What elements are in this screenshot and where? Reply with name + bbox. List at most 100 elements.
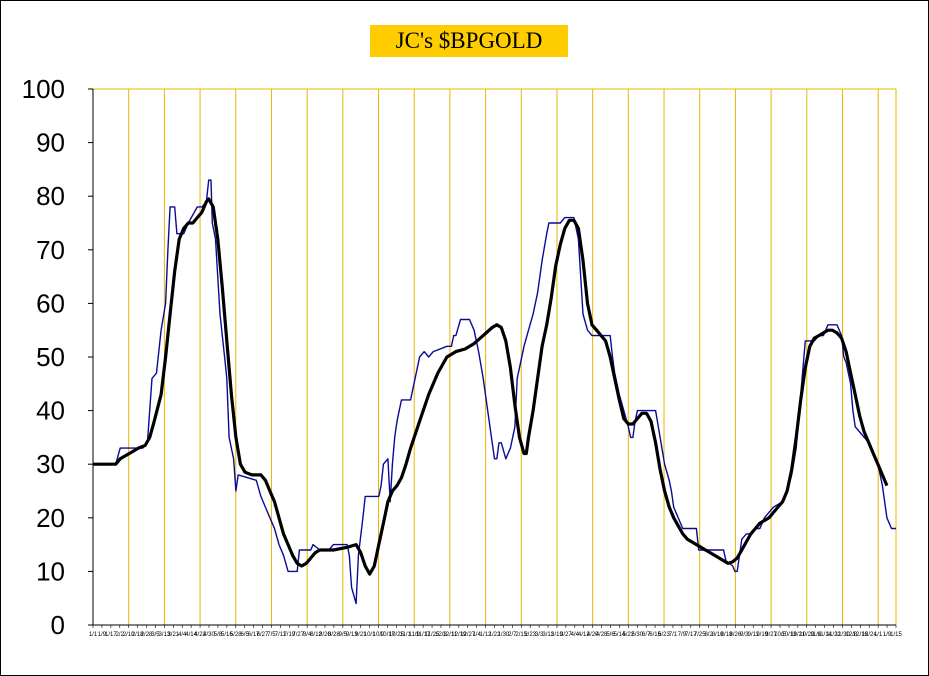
series-raw-line bbox=[93, 179, 896, 605]
x-tick-label: 10/17 bbox=[380, 632, 396, 638]
x-tick-label: 4/22 bbox=[194, 632, 206, 638]
x-tick-label: 7/5 bbox=[267, 632, 276, 638]
x-tick-label: 11/14 bbox=[817, 632, 832, 638]
x-tick-label: 5/30 bbox=[631, 632, 643, 638]
x-tick-label: 2/15 bbox=[515, 632, 527, 638]
x-tick-label: 11/22 bbox=[826, 632, 841, 638]
x-tick-label: 9/21 bbox=[355, 632, 367, 638]
x-tick-label: 11/6 bbox=[810, 632, 822, 638]
x-tick-label: 9/27 bbox=[765, 632, 777, 638]
x-tick-label: 1/22 bbox=[489, 632, 501, 638]
x-tick-label: 8/20 bbox=[319, 632, 331, 638]
x-tick-label: 12/3 bbox=[435, 632, 447, 638]
x-tick-label: 3/5 bbox=[151, 632, 160, 638]
y-tick-label: 50 bbox=[36, 342, 65, 372]
x-tick-label: 3/11 bbox=[542, 632, 554, 638]
x-tick-label: 5/8 bbox=[214, 632, 223, 638]
gridlines bbox=[92, 88, 897, 625]
x-tick-label: 10/13 bbox=[781, 632, 797, 638]
y-tick-label: 40 bbox=[36, 396, 65, 426]
x-tick-label: 2/10 bbox=[123, 632, 135, 638]
y-tick-label: 10 bbox=[36, 556, 65, 586]
x-tick-label: 2/23 bbox=[524, 632, 536, 638]
x-tick-label: 10/5 bbox=[774, 632, 786, 638]
x-tick-label: 1/1 bbox=[89, 632, 98, 638]
x-tick-label: 11/9 bbox=[409, 632, 421, 638]
x-tick-label: 3/27 bbox=[560, 632, 572, 638]
x-tick-label: 10/9 bbox=[373, 632, 385, 638]
x-tick-label: 2/2 bbox=[116, 632, 125, 638]
x-tick-label: 1/17 bbox=[105, 632, 117, 638]
x-tick-label: 8/2 bbox=[704, 632, 713, 638]
y-tick-label: 90 bbox=[36, 128, 65, 158]
x-tick-label: 2/28 bbox=[141, 632, 153, 638]
x-tick-label: 1/30 bbox=[498, 632, 510, 638]
x-tick-label: 12/11 bbox=[443, 632, 458, 638]
x-tick-label: 7/17 bbox=[685, 632, 697, 638]
y-tick-label: 30 bbox=[36, 449, 65, 479]
y-tick-label: 0 bbox=[51, 610, 65, 640]
x-tick-label: 1/9 bbox=[98, 632, 107, 638]
x-tick-label: 12/27 bbox=[460, 632, 476, 638]
x-tick-label: 6/5 bbox=[241, 632, 250, 638]
y-tick-label: 70 bbox=[36, 235, 65, 265]
x-tick-label: 10/29 bbox=[799, 632, 815, 638]
x-tick-label: 3/13 bbox=[159, 632, 171, 638]
chart-title: JC's $BPGOLD bbox=[370, 25, 568, 57]
x-tick-label: 4/20 bbox=[587, 632, 599, 638]
series-group bbox=[93, 179, 896, 605]
x-tick-label: 8/28 bbox=[328, 632, 340, 638]
x-tick-label: 8/26 bbox=[730, 632, 742, 638]
x-tick-label: 6/15 bbox=[649, 632, 661, 638]
x-tick-label: 7/25 bbox=[694, 632, 706, 638]
x-tick-label: 12/19 bbox=[451, 632, 467, 638]
x-axis: 1/1 1/91/172/22/102/182/283/53/133/214/44… bbox=[89, 624, 902, 638]
x-tick-label: 10/25 bbox=[389, 632, 405, 638]
series-smooth-line bbox=[93, 197, 889, 576]
x-tick-label: 8/12 bbox=[310, 632, 322, 638]
x-tick-label: 12/16 bbox=[853, 632, 869, 638]
x-tick-label: 12/24 bbox=[862, 632, 878, 638]
x-tick-label: 3/3 bbox=[535, 632, 544, 638]
x-tick-label: 4/14 bbox=[185, 632, 197, 638]
x-tick-label: 3/21 bbox=[167, 632, 179, 638]
x-tick-label: 7/19 bbox=[283, 632, 295, 638]
x-tick-label: 7/11 bbox=[275, 632, 287, 638]
x-tick-label: 1/15 bbox=[890, 632, 902, 638]
x-tick-label: 11/1 bbox=[400, 632, 412, 638]
x-tick-label: 9/3 bbox=[740, 632, 749, 638]
x-tick-label: 9/19 bbox=[756, 632, 768, 638]
y-tick-label: 20 bbox=[36, 503, 65, 533]
x-tick-label: 2/7 bbox=[508, 632, 517, 638]
x-tick-label: 6/23 bbox=[658, 632, 670, 638]
x-tick-label: 4/4 bbox=[178, 632, 187, 638]
x-tick-label: 9/13 bbox=[346, 632, 358, 638]
x-tick-label: 2/18 bbox=[132, 632, 144, 638]
x-tick-label: 5/6 bbox=[606, 632, 615, 638]
x-tick-label: 11/25 bbox=[425, 632, 440, 638]
x-tick-label: 5/16 bbox=[221, 632, 233, 638]
x-tick-label: 7/1 bbox=[669, 632, 678, 638]
x-tick-label: 6/17 bbox=[248, 632, 260, 638]
x-tick-label: 5/22 bbox=[622, 632, 634, 638]
x-tick-label: 10/1 bbox=[364, 632, 376, 638]
x-tick-label: 5/28 bbox=[230, 632, 242, 638]
x-tick-label: 1/9 bbox=[883, 632, 892, 638]
x-tick-label: 5/14 bbox=[614, 632, 626, 638]
x-tick-label: 7/9 bbox=[678, 632, 687, 638]
x-tick-label: 9/11 bbox=[748, 632, 760, 638]
x-tick-label: 1/1 bbox=[874, 632, 883, 638]
x-tick-label: 4/28 bbox=[596, 632, 608, 638]
x-tick-label: 3/19 bbox=[551, 632, 563, 638]
x-tick-label: 12/8 bbox=[846, 632, 858, 638]
x-tick-label: 1/4 bbox=[472, 632, 481, 638]
x-tick-label: 11/30 bbox=[835, 632, 850, 638]
x-tick-label: 6/27 bbox=[257, 632, 269, 638]
x-tick-label: 4/12 bbox=[578, 632, 590, 638]
x-tick-label: 1/12 bbox=[480, 632, 492, 638]
x-tick-label: 7/27 bbox=[292, 632, 304, 638]
x-tick-label: 8/4 bbox=[303, 632, 312, 638]
x-tick-label: 6/7 bbox=[642, 632, 651, 638]
